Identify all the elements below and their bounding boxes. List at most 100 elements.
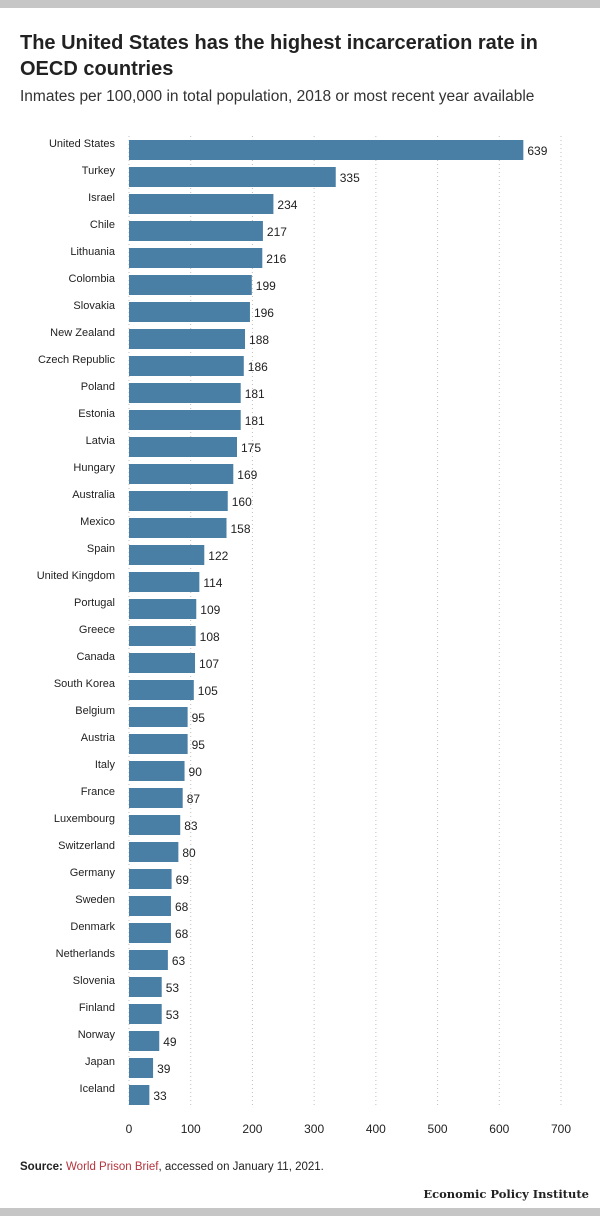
bar	[129, 788, 183, 808]
bar	[129, 653, 196, 673]
bar	[129, 302, 250, 322]
value-label: 335	[340, 171, 360, 185]
value-label: 169	[237, 468, 257, 482]
value-label: 69	[176, 873, 190, 887]
category-label: Portugal	[74, 597, 115, 609]
category-label: Austria	[81, 732, 116, 744]
bar	[129, 1031, 160, 1051]
value-label: 39	[157, 1062, 171, 1076]
value-label: 107	[199, 657, 219, 671]
value-label: 199	[256, 279, 276, 293]
category-label: Netherlands	[56, 948, 116, 960]
value-label: 90	[189, 765, 203, 779]
chart-subtitle: Inmates per 100,000 in total population,…	[20, 88, 535, 105]
bar	[129, 572, 200, 592]
x-tick-label: 700	[551, 1122, 571, 1136]
category-label: Belgium	[75, 705, 115, 717]
bar	[129, 356, 244, 376]
bar	[129, 950, 168, 970]
bar	[129, 707, 188, 727]
bar	[129, 437, 237, 457]
bar	[129, 1004, 162, 1024]
bar	[129, 275, 252, 295]
value-label: 53	[166, 1008, 180, 1022]
value-label: 87	[187, 792, 201, 806]
value-label: 188	[249, 333, 269, 347]
category-label: Australia	[72, 489, 116, 501]
value-label: 158	[231, 522, 251, 536]
category-label: Sweden	[75, 894, 115, 906]
bar	[129, 599, 197, 619]
value-label: 83	[184, 819, 198, 833]
category-label: Lithuania	[70, 246, 116, 258]
category-label: South Korea	[54, 678, 116, 690]
category-label: Chile	[90, 219, 115, 231]
bar	[129, 977, 162, 997]
value-label: 68	[175, 900, 189, 914]
bar	[129, 869, 172, 889]
category-label: Japan	[85, 1056, 115, 1068]
category-label: Greece	[79, 624, 115, 636]
bar	[129, 626, 196, 646]
category-label: Slovakia	[73, 300, 115, 312]
value-label: 181	[245, 387, 265, 401]
category-label: United States	[49, 138, 116, 150]
value-label: 53	[166, 981, 180, 995]
bar-chart: United States 639 Turkey 335 Israel 234 Chile 2…	[37, 136, 571, 1136]
bar	[129, 518, 227, 538]
category-label: Mexico	[80, 516, 115, 528]
value-label: 68	[175, 927, 189, 941]
category-label: New Zealand	[50, 327, 115, 339]
value-label: 175	[241, 441, 261, 455]
category-label: Colombia	[69, 273, 116, 285]
category-label: Germany	[70, 867, 116, 879]
category-label: Hungary	[73, 462, 115, 474]
category-label: Denmark	[70, 921, 115, 933]
bar	[129, 896, 171, 916]
category-label: Italy	[95, 759, 116, 771]
value-label: 49	[163, 1035, 177, 1049]
bar	[129, 1058, 154, 1078]
x-tick-label: 600	[489, 1122, 509, 1136]
bar	[129, 410, 241, 430]
x-tick-label: 200	[242, 1122, 262, 1136]
bar	[129, 761, 185, 781]
source-link[interactable]: World Prison Brief	[66, 1161, 159, 1173]
value-label: 114	[203, 576, 222, 590]
value-label: 639	[527, 144, 547, 158]
category-label: United Kingdom	[37, 570, 115, 582]
category-label: Norway	[78, 1029, 116, 1041]
value-label: 63	[172, 954, 186, 968]
source-note: Source: World Prison Brief, accessed on …	[20, 1161, 324, 1173]
category-label: Latvia	[86, 435, 116, 447]
category-label: Finland	[79, 1002, 115, 1014]
source-detail: , accessed on January 11, 2021.	[158, 1161, 324, 1173]
category-label: Estonia	[78, 408, 116, 420]
x-tick-label: 500	[428, 1122, 448, 1136]
category-label: Slovenia	[73, 975, 116, 987]
category-label: Czech Republic	[38, 354, 116, 366]
x-tick-label: 400	[366, 1122, 386, 1136]
bar	[129, 491, 228, 511]
value-label: 33	[153, 1089, 167, 1103]
value-label: 234	[277, 198, 297, 212]
bar	[129, 194, 274, 214]
top-border	[0, 0, 600, 8]
value-label: 196	[254, 306, 274, 320]
category-label: Iceland	[80, 1083, 115, 1095]
x-tick-label: 300	[304, 1122, 324, 1136]
category-label: Israel	[88, 192, 115, 204]
bar	[129, 464, 234, 484]
bottom-border	[0, 1208, 600, 1216]
value-label: 95	[192, 738, 206, 752]
value-label: 95	[192, 711, 206, 725]
category-label: Turkey	[82, 165, 116, 177]
bar	[129, 221, 263, 241]
bar	[129, 734, 188, 754]
chart-title: The United States has the highest incarc…	[20, 32, 538, 80]
source-label: Source:	[20, 1161, 63, 1173]
value-label: 181	[245, 414, 265, 428]
bar	[129, 383, 241, 403]
value-label: 122	[208, 549, 228, 563]
category-label: Canada	[76, 651, 115, 663]
